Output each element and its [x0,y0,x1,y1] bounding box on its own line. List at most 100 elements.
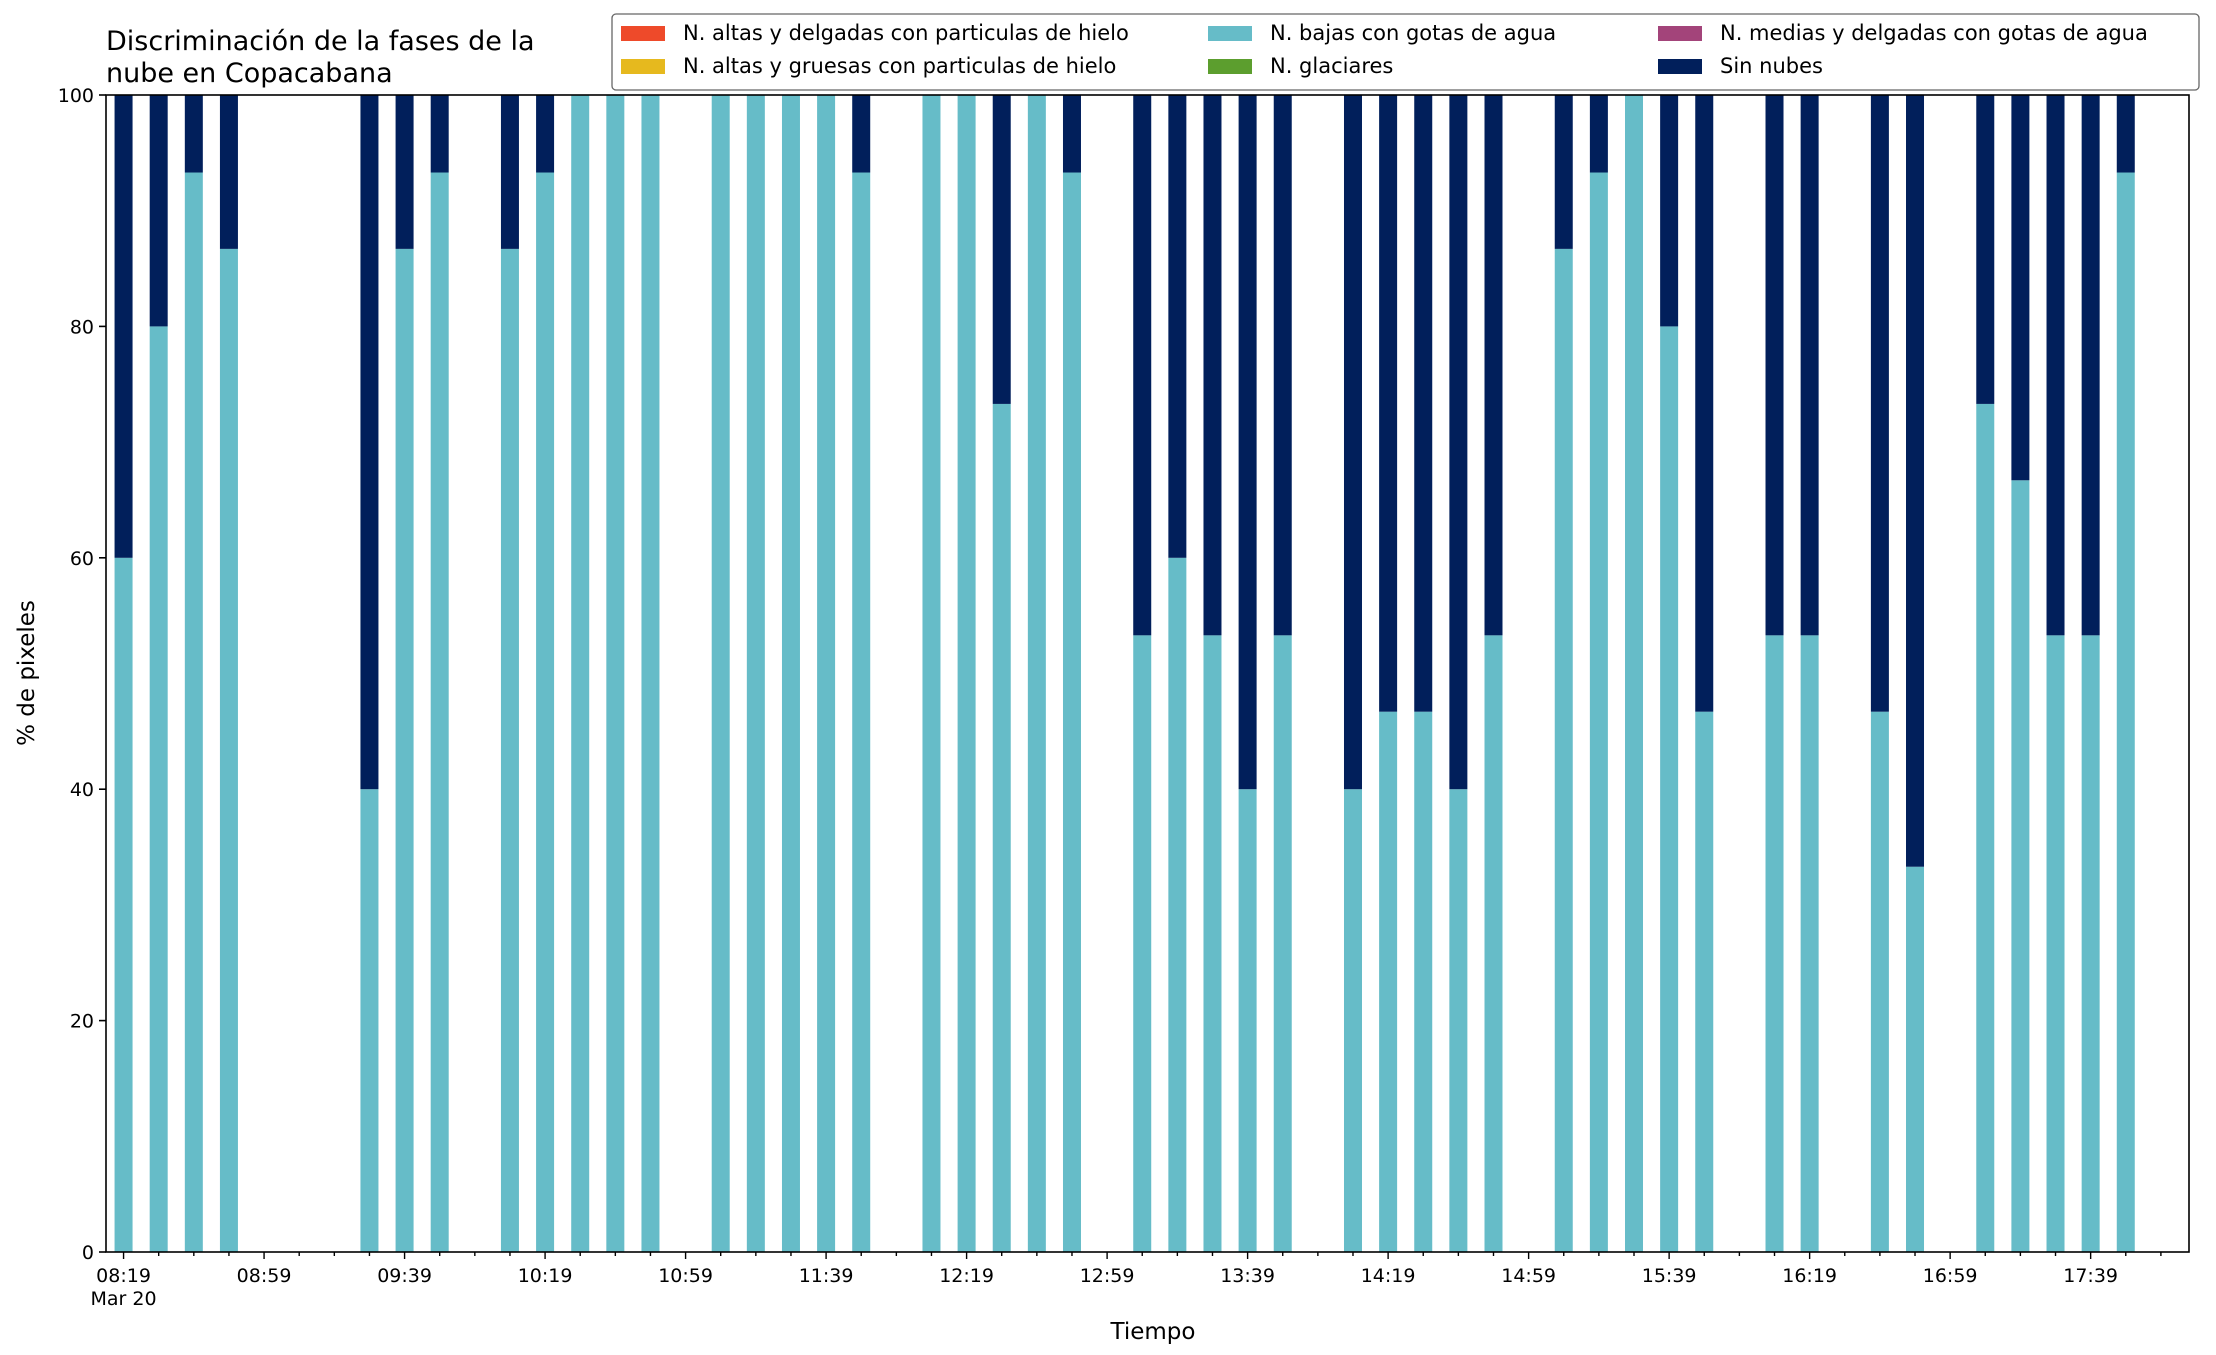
x-tick-label: 08:19 [96,1265,151,1287]
bar-segment [1203,635,1222,1252]
bar-segment [992,95,1011,404]
bar-segment [1800,635,1819,1252]
bar-segment [1203,95,1222,636]
bar-segment [1976,95,1995,404]
bar-segment [1449,789,1468,1252]
bar-segment [2011,95,2030,481]
chart-title: Discriminación de la fases de la nube en … [106,26,535,89]
bar-segment [1062,95,1081,173]
bar-segment [1133,95,1152,636]
legend-label: N. altas y delgadas con particulas de hi… [683,21,1129,45]
bar-segment [395,248,414,1252]
x-tick-label: 09:39 [377,1265,432,1287]
bars-group [114,95,2135,1252]
bar-segment [430,95,449,173]
bar-segment [957,95,976,1252]
chart-title-line: nube en Copacabana [106,58,393,89]
x-tick-label: 10:19 [518,1265,573,1287]
bar-segment [1906,95,1925,867]
y-tick-label: 60 [70,548,94,570]
y-axis-label: % de pixeles [14,600,40,746]
x-date-label: Mar 20 [91,1288,157,1310]
legend-label: N. bajas con gotas de agua [1270,21,1556,45]
bar-segment [2116,172,2135,1252]
bar-segment [1273,95,1292,636]
bar-segment [1238,95,1257,790]
bar-segment [1343,789,1362,1252]
bar-segment [219,248,238,1252]
bar-segment [395,95,414,249]
bar-segment [1168,95,1187,558]
bar-segment [781,95,800,1252]
x-tick-label: 12:19 [939,1265,994,1287]
y-tick-label: 80 [70,316,94,338]
bar-segment [1695,95,1714,712]
bar-segment [1554,95,1573,249]
x-tick-label: 10:59 [658,1265,713,1287]
bar-segment [219,95,238,249]
plot-frame [105,94,2190,1253]
bar-segment [1870,711,1889,1252]
legend: N. altas y delgadas con particulas de hi… [611,13,2200,91]
bar-segment [149,95,168,327]
legend-label: N. medias y delgadas con gotas de agua [1720,21,2148,45]
y-tick-label: 40 [70,779,94,801]
bar-segment [149,326,168,1252]
bar-segment [1062,172,1081,1252]
y-tick-label: 20 [70,1011,94,1033]
bar-segment [1976,403,1995,1252]
x-tick-label: 12:59 [1080,1265,1135,1287]
legend-frame [611,13,2200,91]
legend-label: Sin nubes [1720,54,1823,78]
bar-segment [1414,711,1433,1252]
bar-segment [430,172,449,1252]
bar-segment [1800,95,1819,636]
bar-segment [571,95,590,1252]
bar-segment [817,95,836,1252]
bar-segment [1484,635,1503,1252]
x-axis-label: Tiempo [1110,1319,1196,1345]
y-tick-label: 0 [82,1242,94,1264]
bar-segment [852,172,871,1252]
legend-label: N. glaciares [1270,54,1393,78]
bar-segment [114,95,133,558]
x-tick-label: 14:59 [1501,1265,1556,1287]
legend-swatch [621,26,665,41]
bar-segment [184,172,203,1252]
legend-swatch [1658,59,1702,74]
legend-swatch [621,59,665,74]
bar-segment [746,95,765,1252]
x-tick-label: 17:39 [2063,1265,2118,1287]
x-tick-label: 13:39 [1220,1265,1275,1287]
x-tick-label: 08:59 [237,1265,292,1287]
y-tick-label: 100 [58,85,94,107]
x-tick-label: 14:19 [1361,1265,1416,1287]
bar-segment [1589,95,1608,173]
bar-segment [2046,635,2065,1252]
bar-segment [641,95,660,1252]
bar-segment [360,95,379,790]
bar-segment [1343,95,1362,790]
legend-label: N. altas y gruesas con particulas de hie… [683,54,1116,78]
bar-segment [500,248,519,1252]
bar-segment [1133,635,1152,1252]
bar-segment [536,172,555,1252]
bar-segment [852,95,871,173]
bar-segment [1589,172,1608,1252]
bar-segment [1554,248,1573,1252]
bar-segment [1168,557,1187,1252]
bar-segment [1660,95,1679,327]
bar-segment [2011,480,2030,1252]
bar-segment [1695,711,1714,1252]
bar-segment [922,95,941,1252]
y-axis: 0 20 40 60 80 100 [58,85,106,1264]
bar-segment [500,95,519,249]
legend-swatch [1208,59,1252,74]
bar-segment [1660,326,1679,1252]
bar-segment [1238,789,1257,1252]
x-tick-label: 15:39 [1642,1265,1697,1287]
bar-segment [2081,635,2100,1252]
bar-segment [992,403,1011,1252]
